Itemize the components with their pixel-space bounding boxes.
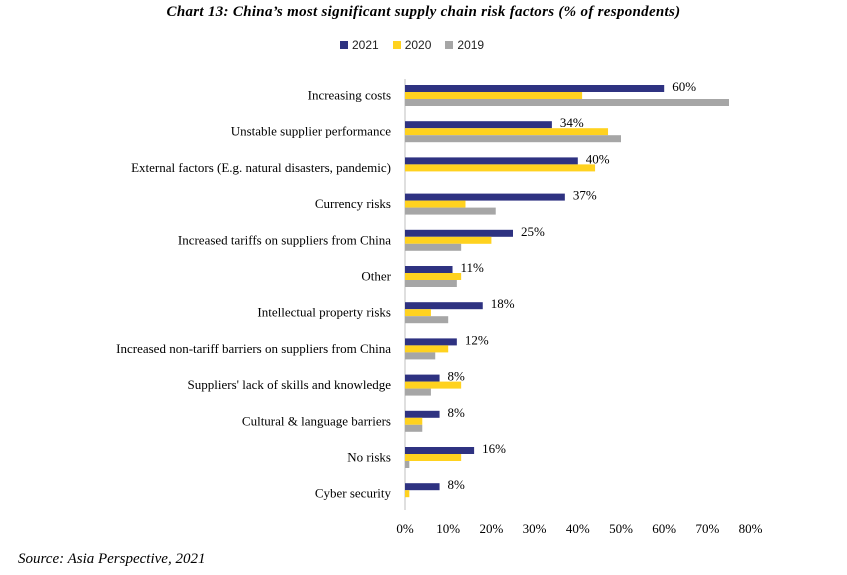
bar-2020-increased-non-tariff-barriers-on-suppliers-from-china [405,345,449,353]
bar-2019-unstable-supplier-performance [405,135,621,143]
bar-2020-currency-risks [405,200,466,208]
category-label-currency-risks: Currency risks [315,196,391,211]
chart-title: Chart 13: China’s most significant suppl… [166,4,681,20]
legend-item-2019: 2019 [445,38,484,52]
bar-2020-increased-tariffs-on-suppliers-from-china [405,236,492,244]
x-tick-label-70: 70% [695,521,719,536]
x-tick-label-40: 40% [566,521,590,536]
data-label-2021-no-risks: 16% [482,441,506,456]
bar-2019-intellectual-property-risks [405,316,449,324]
data-label-2021-unstable-supplier-performance: 34% [560,115,584,130]
legend-swatch-2019 [445,41,454,49]
x-tick-label-50: 50% [609,521,633,536]
legend-label-2020: 2020 [404,38,432,52]
bar-2020-cultural-language-barriers [405,417,423,425]
bar-2021-no-risks [405,447,475,454]
bar-2021-unstable-supplier-performance [405,121,552,129]
bar-2021-currency-risks [405,193,565,201]
category-label-no-risks: No risks [347,450,391,465]
data-label-2021-cultural-language-barriers: 8% [448,405,466,420]
bar-2020-cyber-security [405,490,410,498]
data-label-2021-other: 11% [461,260,485,275]
source-note: Source: Asia Perspective, 2021 [18,551,206,567]
category-label-other: Other [361,269,391,284]
category-label-increased-tariffs-on-suppliers-from-china: Increased tariffs on suppliers from Chin… [178,232,391,247]
legend-swatch-2021 [340,41,348,49]
x-tick-label-0: 0% [396,521,414,536]
bar-2021-cyber-security [405,483,440,491]
bar-2019-suppliers-lack-of-skills-and-knowledge [405,388,431,396]
data-label-2021-increased-tariffs-on-suppliers-from-china: 25% [521,224,545,239]
data-label-2021-cyber-security: 8% [448,477,466,492]
data-label-2021-currency-risks: 37% [573,188,597,203]
bar-2021-suppliers-lack-of-skills-and-knowledge [405,374,440,382]
bar-2019-increased-non-tariff-barriers-on-suppliers-from-china [405,352,436,360]
category-label-cultural-language-barriers: Cultural & language barriers [242,413,391,428]
bar-2020-other [405,273,462,280]
category-label-external-factors-e-g-natural-disasters-pandemic: External factors (E.g. natural disasters… [131,160,391,175]
legend-item-2021: 2021 [340,38,379,52]
category-label-unstable-supplier-performance: Unstable supplier performance [231,124,392,139]
legend-item-2020: 2020 [392,38,432,52]
data-label-2021-increased-non-tariff-barriers-on-suppliers-from-china: 12% [465,332,489,347]
bar-2019-currency-risks [405,207,496,215]
bar-2019-cultural-language-barriers [405,424,423,432]
bar-2019-increased-tariffs-on-suppliers-from-china [405,243,462,251]
x-tick-label-60: 60% [652,521,676,536]
x-tick-label-10: 10% [436,521,460,536]
legend-label-2021: 2021 [352,38,379,52]
category-label-intellectual-property-risks: Intellectual property risks [257,305,391,320]
bar-2021-increased-tariffs-on-suppliers-from-china [405,229,513,237]
x-tick-label-20: 20% [479,521,503,536]
category-label-suppliers-lack-of-skills-and-knowledge: Suppliers' lack of skills and knowledge [188,377,392,392]
data-label-2021-external-factors-e-g-natural-disasters-pandemic: 40% [586,151,610,166]
data-label-2021-intellectual-property-risks: 18% [491,296,515,311]
category-label-cyber-security: Cyber security [315,486,392,501]
legend-label-2019: 2019 [457,38,485,52]
bar-2020-no-risks [405,454,462,461]
bar-2021-increasing-costs [405,85,665,92]
bar-2021-other [405,266,453,273]
data-label-2021-suppliers-lack-of-skills-and-knowledge: 8% [448,369,466,384]
bar-2019-increasing-costs [405,99,729,106]
bar-2019-other [405,280,457,287]
x-tick-label-80: 80% [739,521,763,536]
bar-2020-unstable-supplier-performance [405,128,609,136]
bar-2019-no-risks [405,461,410,468]
bar-chart-plot: Increasing costs 60% Unstable supplier per… [116,79,763,536]
bar-2020-external-factors-e-g-natural-disasters-pandemic [405,164,596,172]
data-label-2021-increasing-costs: 60% [672,79,696,94]
bar-2021-external-factors-e-g-natural-disasters-pandemic [405,157,578,165]
bar-2021-cultural-language-barriers [405,410,440,418]
bar-2020-increasing-costs [405,92,583,99]
category-label-increasing-costs: Increasing costs [308,88,391,103]
chart-legend: 2021 2020 2019 [340,38,484,52]
bar-2021-intellectual-property-risks [405,302,483,310]
category-label-increased-non-tariff-barriers-on-suppliers-from-china: Increased non-tariff barriers on supplie… [116,341,391,356]
bar-2020-suppliers-lack-of-skills-and-knowledge [405,381,462,389]
bar-2020-intellectual-property-risks [405,309,431,317]
bar-2021-increased-non-tariff-barriers-on-suppliers-from-china [405,338,457,346]
x-tick-label-30: 30% [523,521,547,536]
legend-swatch-2020 [392,41,401,49]
